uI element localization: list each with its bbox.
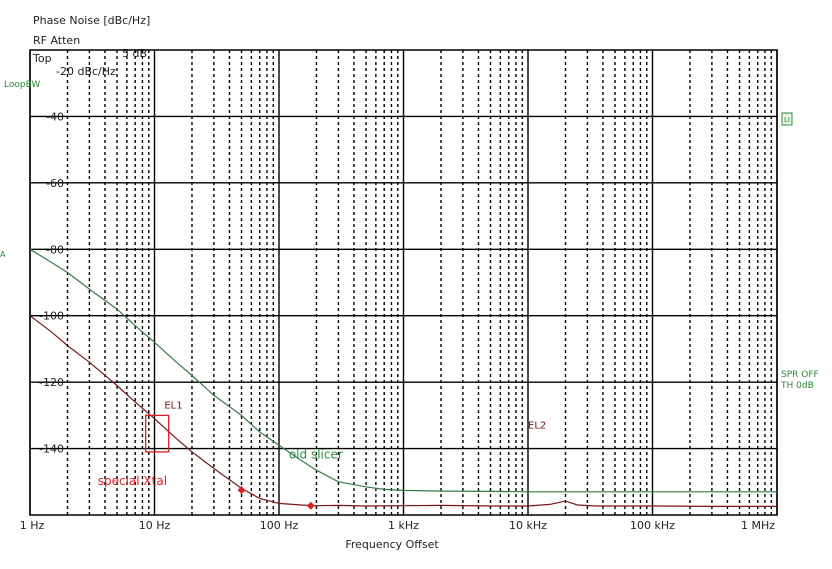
chart-labels: 1 Hz 10 Hz 100 Hz 1 kHz 10 kHz 100 kHz 1 MHz -4… — [20, 110, 775, 532]
y-tick-label: -100 — [39, 310, 64, 323]
y-tick-label: -140 — [39, 443, 64, 456]
annotation-label: EL1 — [164, 401, 182, 412]
marker-diamond — [237, 486, 246, 495]
chart-grid — [29, 49, 778, 516]
chart-markers — [145, 414, 315, 510]
x-tick-label: 1 Hz — [20, 519, 45, 532]
x-tick-label: 10 Hz — [139, 519, 171, 532]
plot-frame — [29, 49, 778, 516]
marker-box-label: LI — [784, 116, 790, 124]
y-tick-label: -120 — [39, 376, 64, 389]
loop-bw-label: LoopBW — [4, 80, 40, 90]
annotation-label: EL2 — [528, 421, 546, 432]
phase-noise-label: Phase Noise [dBc/Hz] — [33, 14, 151, 27]
top-label: Top — [33, 52, 52, 65]
y-tick-label: -80 — [46, 243, 64, 256]
marker-box-icon — [781, 112, 793, 126]
header-top: Top -20 dBc/Hz — [26, 39, 116, 78]
x-tick-label: 1 MHz — [741, 519, 775, 532]
series-line — [29, 248, 777, 493]
header-atten: RF Atten 5 dB — [26, 21, 147, 60]
atten-label: RF Atten — [33, 34, 81, 47]
marker-diamond — [306, 501, 315, 510]
y-tick-label: -40 — [46, 110, 64, 123]
x-tick-label: 10 kHz — [509, 519, 547, 532]
th-label: TH 0dB — [780, 381, 814, 391]
x-tick-label: 1 kHz — [388, 519, 419, 532]
top-value: -20 dBc/Hz — [56, 65, 116, 78]
x-tick-label: 100 Hz — [260, 519, 299, 532]
highlight-box — [145, 414, 170, 453]
left-edge-label: A — [0, 250, 6, 259]
spr-off-label: SPR OFF — [781, 370, 819, 380]
header-title: Phase Noise [dBc/Hz] — [26, 1, 150, 27]
x-tick-label: 100 kHz — [630, 519, 675, 532]
annotation-label: special Xtal — [98, 474, 167, 488]
annotation-label: old slicer — [289, 448, 343, 462]
y-tick-label: -60 — [46, 177, 64, 190]
x-axis-label: Frequency Offset — [345, 538, 439, 551]
